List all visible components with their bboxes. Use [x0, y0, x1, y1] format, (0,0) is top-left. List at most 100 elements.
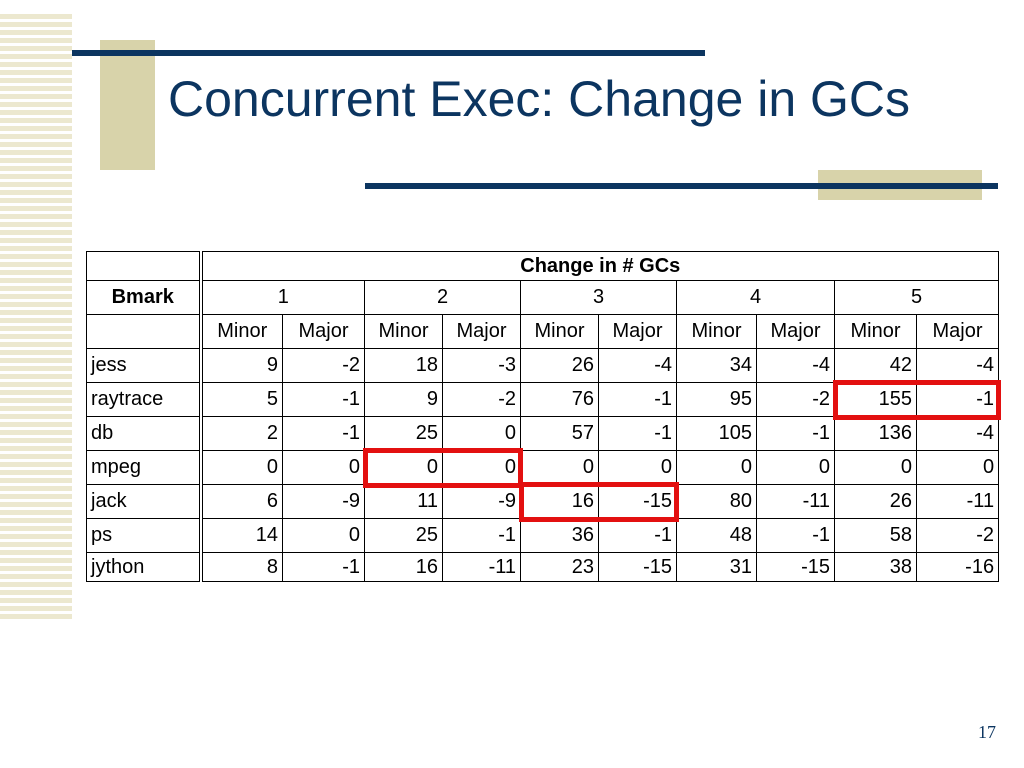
value-cell: -15 — [598, 552, 677, 582]
table-body: jess 9 -2 18 -3 26 -4 34 -4 42 -4 raytrace 5 -1 9 -2 76-… — [86, 348, 1000, 582]
value-cell: 9 — [200, 348, 283, 383]
value-cell: 0 — [442, 416, 521, 451]
value-cell: -1 — [282, 382, 365, 417]
level-header: 1 — [200, 280, 365, 315]
value-cell: 0 — [282, 518, 365, 553]
gc-change-table: Change in # GCs Bmark 1 2 3 4 5 Minor Ma… — [86, 251, 1000, 582]
value-cell: 42 — [834, 348, 917, 383]
value-cell: -15 — [756, 552, 835, 582]
value-cell: -2 — [282, 348, 365, 383]
value-cell: 0 — [756, 450, 835, 485]
value-cell: -4 — [915, 416, 1000, 451]
value-cell: 80 — [676, 484, 757, 519]
subheader-row: Minor Major Minor Major Minor Major Mino… — [86, 314, 1000, 349]
value-cell: 155 — [834, 382, 917, 417]
value-cell: 26 — [834, 484, 917, 519]
subheader-minor: Minor — [834, 314, 917, 349]
value-cell: 16 — [520, 484, 599, 519]
value-cell: -1 — [756, 416, 835, 451]
value-cell: 18 — [364, 348, 443, 383]
level-header: 4 — [676, 280, 835, 315]
value-cell: 0 — [598, 450, 677, 485]
value-cell: 0 — [282, 450, 365, 485]
table-row: jack 6 -9 11 -9 16 -15 80 -11 26 -11 — [86, 484, 1000, 519]
subheader-minor: Minor — [200, 314, 283, 349]
value-cell: 25 — [364, 518, 443, 553]
value-cell: -3 — [442, 348, 521, 383]
value-cell: -2 — [442, 382, 521, 417]
value-cell: 105 — [676, 416, 757, 451]
value-cell: 57 — [520, 416, 599, 451]
value-cell: 38 — [834, 552, 917, 582]
value-cell: 6 — [200, 484, 283, 519]
value-cell: -1 — [282, 552, 365, 582]
value-cell: 5 — [200, 382, 283, 417]
value-cell: 36 — [520, 518, 599, 553]
value-cell: 14 — [200, 518, 283, 553]
table-row: jython 8 -1 16 -11 23 -15 31 -15 38 -16 — [86, 552, 1000, 582]
decorative-square-left — [100, 40, 155, 170]
value-cell: -2 — [915, 518, 1000, 553]
subheader-major: Major — [598, 314, 677, 349]
bmark-name: mpeg — [86, 450, 203, 485]
subheader-major: Major — [442, 314, 521, 349]
value-cell: 136 — [834, 416, 917, 451]
value-cell: 48 — [676, 518, 757, 553]
value-cell: 76 — [520, 382, 599, 417]
value-cell: 26 — [520, 348, 599, 383]
subheader-minor: Minor — [676, 314, 757, 349]
subheader-blank-cell — [86, 314, 203, 349]
level-header-row: Bmark 1 2 3 4 5 — [86, 280, 1000, 315]
value-cell: 11 — [364, 484, 443, 519]
value-cell: -11 — [915, 484, 1000, 519]
value-cell: 25 — [364, 416, 443, 451]
level-header: 5 — [833, 280, 1000, 315]
value-cell: 0 — [834, 450, 917, 485]
value-cell: -2 — [756, 382, 835, 417]
table-row: jess 9 -2 18 -3 26 -4 34 -4 42 -4 — [86, 348, 1000, 383]
value-cell: 0 — [520, 450, 599, 485]
bmark-name: jython — [86, 552, 203, 582]
subheader-minor: Minor — [520, 314, 599, 349]
value-cell: -1 — [915, 382, 1000, 417]
group-header: Change in # GCs — [199, 251, 1000, 281]
value-cell: 0 — [200, 450, 283, 485]
value-cell: 31 — [676, 552, 757, 582]
value-cell: 0 — [442, 450, 521, 485]
value-cell: -15 — [598, 484, 677, 519]
bmark-header: Bmark — [86, 280, 203, 315]
value-cell: 58 — [834, 518, 917, 553]
table-row: mpeg 0 0 0 0 0 0 0 0 0 0 — [86, 450, 1000, 485]
value-cell: -1 — [756, 518, 835, 553]
decorative-line-top — [72, 50, 705, 56]
level-header: 2 — [364, 280, 521, 315]
bmark-name: raytrace — [86, 382, 203, 417]
value-cell: -9 — [282, 484, 365, 519]
subheader-major: Major — [915, 314, 1000, 349]
bmark-name: jack — [86, 484, 203, 519]
value-cell: -4 — [756, 348, 835, 383]
value-cell: 0 — [676, 450, 757, 485]
value-cell: -11 — [756, 484, 835, 519]
bmark-name: jess — [86, 348, 203, 383]
value-cell: -4 — [598, 348, 677, 383]
subheader-minor: Minor — [364, 314, 443, 349]
slide-title: Concurrent Exec: Change in GCs — [168, 71, 911, 127]
value-cell: -11 — [442, 552, 521, 582]
value-cell: 9 — [364, 382, 443, 417]
value-cell: -9 — [442, 484, 521, 519]
decorative-stripes — [0, 14, 72, 622]
subheader-major: Major — [282, 314, 365, 349]
table-header-row: Change in # GCs — [86, 251, 1000, 281]
value-cell: -1 — [282, 416, 365, 451]
value-cell: 23 — [520, 552, 599, 582]
value-cell: 2 — [200, 416, 283, 451]
value-cell: -1 — [598, 416, 677, 451]
table-row: ps 14 0 25 -1 36 -1 48 -1 58 -2 — [86, 518, 1000, 553]
bmark-name: ps — [86, 518, 203, 553]
table-row: db 2 -1 25 0 57 -1 105 -1 136 -4 — [86, 416, 1000, 451]
header-blank-cell — [86, 251, 203, 281]
value-cell: 16 — [364, 552, 443, 582]
table-row: raytrace 5 -1 9 -2 76 -1 95 -2 155 -1 — [86, 382, 1000, 417]
value-cell: 8 — [200, 552, 283, 582]
